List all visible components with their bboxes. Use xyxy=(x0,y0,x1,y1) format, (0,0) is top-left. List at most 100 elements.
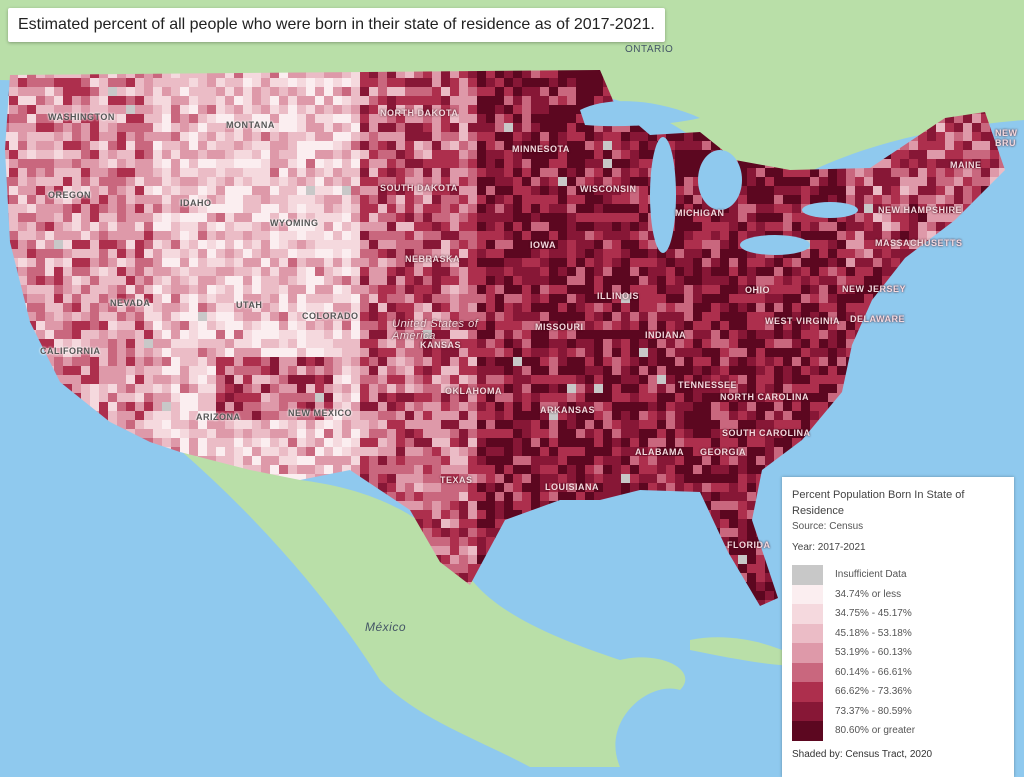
tract-cell xyxy=(225,96,234,105)
tract-cell xyxy=(207,438,216,447)
tract-cell xyxy=(765,303,774,312)
tract-cell xyxy=(675,222,684,231)
tract-cell xyxy=(693,222,702,231)
tract-cell xyxy=(531,339,540,348)
tract-cell xyxy=(522,222,531,231)
tract-cell xyxy=(657,330,666,339)
tract-cell xyxy=(909,393,918,402)
tract-cell xyxy=(450,105,459,114)
tract-cell xyxy=(5,312,9,321)
tract-cell xyxy=(279,87,288,96)
tract-cell xyxy=(576,70,585,78)
tract-cell xyxy=(279,249,288,258)
tract-cell xyxy=(369,276,378,285)
tract-cell xyxy=(558,384,567,393)
tract-cell xyxy=(972,438,981,447)
tract-cell xyxy=(873,447,882,456)
tract-cell xyxy=(153,159,162,168)
tract-cell xyxy=(693,411,702,420)
tract-cell xyxy=(351,186,360,195)
tract-cell xyxy=(162,159,171,168)
tract-cell xyxy=(153,222,162,231)
tract-cell xyxy=(360,447,369,456)
tract-cell xyxy=(981,123,990,132)
tract-cell xyxy=(918,447,927,456)
tract-cell xyxy=(198,258,207,267)
tract-cell xyxy=(531,402,540,411)
tract-cell xyxy=(135,159,144,168)
tract-cell xyxy=(432,204,441,213)
tract-cell xyxy=(369,429,378,438)
tract-cell xyxy=(666,294,675,303)
tract-cell xyxy=(315,70,324,78)
tract-cell xyxy=(135,240,144,249)
tract-cell xyxy=(162,249,171,258)
tract-cell xyxy=(189,186,198,195)
tract-cell xyxy=(198,168,207,177)
tract-cell xyxy=(54,357,63,366)
tract-cell xyxy=(729,402,738,411)
tract-cell xyxy=(486,177,495,186)
tract-cell xyxy=(135,204,144,213)
tract-cell xyxy=(414,357,423,366)
tract-cell xyxy=(531,366,540,375)
tract-cell xyxy=(351,276,360,285)
tract-cell xyxy=(1008,402,1017,411)
tract-cell xyxy=(144,402,153,411)
tract-cell xyxy=(306,420,315,429)
tract-cell xyxy=(279,321,288,330)
tract-cell xyxy=(981,375,990,384)
tract-cell xyxy=(900,438,909,447)
tract-cell xyxy=(900,168,909,177)
tract-cell xyxy=(945,375,954,384)
tract-cell xyxy=(351,132,360,141)
tract-cell xyxy=(621,168,630,177)
tract-cell xyxy=(504,222,513,231)
tract-cell xyxy=(18,393,27,402)
tract-cell xyxy=(423,438,432,447)
tract-cell xyxy=(306,132,315,141)
tract-cell xyxy=(360,294,369,303)
tract-cell xyxy=(441,348,450,357)
tract-cell xyxy=(675,312,684,321)
tract-cell xyxy=(288,78,297,87)
tract-cell xyxy=(306,150,315,159)
tract-cell xyxy=(864,177,873,186)
tract-cell xyxy=(558,375,567,384)
tract-cell xyxy=(252,78,261,87)
tract-cell xyxy=(288,321,297,330)
tract-cell xyxy=(459,105,468,114)
tract-cell xyxy=(144,285,153,294)
tract-cell xyxy=(99,420,108,429)
tract-cell xyxy=(90,384,99,393)
tract-cell xyxy=(882,303,891,312)
tract-cell xyxy=(954,330,963,339)
tract-cell xyxy=(324,321,333,330)
tract-cell xyxy=(702,258,711,267)
tract-cell xyxy=(756,375,765,384)
tract-cell xyxy=(540,258,549,267)
tract-cell xyxy=(756,384,765,393)
tract-cell xyxy=(945,393,954,402)
tract-cell xyxy=(423,366,432,375)
tract-cell xyxy=(108,78,117,87)
tract-cell xyxy=(36,411,45,420)
tract-cell xyxy=(927,123,936,132)
tract-cell xyxy=(45,330,54,339)
tract-cell xyxy=(864,150,873,159)
tract-cell xyxy=(216,78,225,87)
tract-cell xyxy=(432,159,441,168)
tract-cell xyxy=(1008,384,1017,393)
tract-cell xyxy=(225,249,234,258)
tract-cell xyxy=(117,168,126,177)
tract-cell xyxy=(351,249,360,258)
tract-cell xyxy=(216,276,225,285)
tract-cell xyxy=(531,87,540,96)
tract-cell xyxy=(81,186,90,195)
tract-cell xyxy=(18,267,27,276)
tract-cell xyxy=(585,204,594,213)
tract-cell xyxy=(990,186,999,195)
tract-cell xyxy=(72,240,81,249)
tract-cell xyxy=(756,357,765,366)
